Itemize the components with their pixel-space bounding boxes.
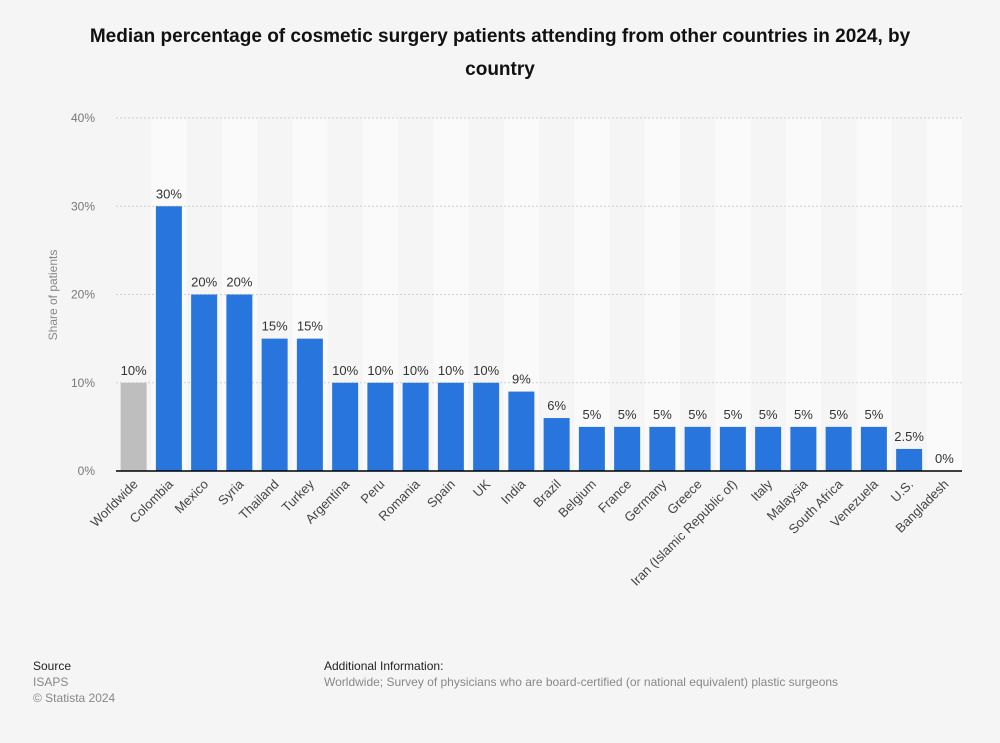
bar xyxy=(120,382,147,471)
y-tick-label: 10% xyxy=(71,376,95,390)
x-tick-label: India xyxy=(498,476,529,507)
info-text: Worldwide; Survey of physicians who are … xyxy=(324,675,839,689)
data-label: 10% xyxy=(473,363,499,378)
bar xyxy=(367,382,394,471)
bar xyxy=(719,426,746,471)
x-tick-label: Spain xyxy=(424,477,458,511)
data-label: 2.5% xyxy=(894,429,924,444)
y-tick-label: 40% xyxy=(71,111,95,125)
bar xyxy=(860,426,887,471)
bar xyxy=(790,426,817,471)
source-block: Source ISAPS © Statista 2024 xyxy=(33,658,115,706)
bar xyxy=(614,426,641,471)
source-heading: Source xyxy=(33,659,72,673)
data-label: 10% xyxy=(438,363,464,378)
column-stripe xyxy=(785,118,821,471)
y-axis-label: Share of patients xyxy=(46,250,60,341)
data-label: 5% xyxy=(618,407,637,422)
y-tick-label: 20% xyxy=(71,288,95,302)
x-tick-label: UK xyxy=(470,476,494,500)
bar xyxy=(508,391,535,471)
bar xyxy=(191,294,218,471)
bar xyxy=(649,426,676,471)
y-tick-label: 0% xyxy=(78,464,96,478)
additional-info: Additional Information: Worldwide; Surve… xyxy=(324,658,838,690)
data-label: 5% xyxy=(829,407,848,422)
data-label: 15% xyxy=(262,319,288,334)
data-label: 5% xyxy=(864,407,883,422)
bar xyxy=(473,382,500,471)
data-label: 5% xyxy=(653,407,672,422)
bar xyxy=(578,426,605,471)
data-label: 0% xyxy=(935,451,954,466)
bar xyxy=(155,206,182,471)
data-label: 20% xyxy=(191,275,217,290)
copyright: © Statista 2024 xyxy=(33,691,116,705)
data-label: 5% xyxy=(723,407,742,422)
x-tick-label: Mexico xyxy=(172,477,212,517)
chart-title: Median percentage of cosmetic surgery pa… xyxy=(89,26,911,80)
data-label: 10% xyxy=(403,363,429,378)
column-stripe xyxy=(644,118,680,471)
info-heading: Additional Information: xyxy=(324,659,444,673)
data-label: 5% xyxy=(688,407,707,422)
bar xyxy=(296,338,323,471)
data-label: 15% xyxy=(297,319,323,334)
bar xyxy=(755,426,782,471)
bar xyxy=(261,338,288,471)
x-tick-label: Peru xyxy=(357,477,387,507)
x-tick-label: Syria xyxy=(215,476,247,508)
data-label: 6% xyxy=(547,398,566,413)
data-label: 5% xyxy=(759,407,778,422)
x-tick-label: U.S. xyxy=(888,477,916,505)
data-label: 5% xyxy=(582,407,601,422)
x-tick-label: Italy xyxy=(748,476,776,504)
data-label: 30% xyxy=(156,186,182,201)
bar xyxy=(543,418,570,471)
data-label: 10% xyxy=(367,363,393,378)
data-label: 20% xyxy=(226,275,252,290)
data-label: 9% xyxy=(512,372,531,387)
bar xyxy=(402,382,429,471)
bar-chart: 0%10%20%30%40%Share of patients10%Worldw… xyxy=(46,111,962,589)
source-text: ISAPS xyxy=(33,675,69,689)
x-tick-label: Belgium xyxy=(555,477,599,521)
data-label: 5% xyxy=(794,407,813,422)
bar xyxy=(332,382,359,471)
bar xyxy=(896,448,923,471)
bar xyxy=(684,426,711,471)
bar xyxy=(437,382,464,471)
bar xyxy=(825,426,852,471)
bar xyxy=(226,294,253,471)
data-label: 10% xyxy=(121,363,147,378)
data-label: 10% xyxy=(332,363,358,378)
y-tick-label: 30% xyxy=(71,199,95,213)
